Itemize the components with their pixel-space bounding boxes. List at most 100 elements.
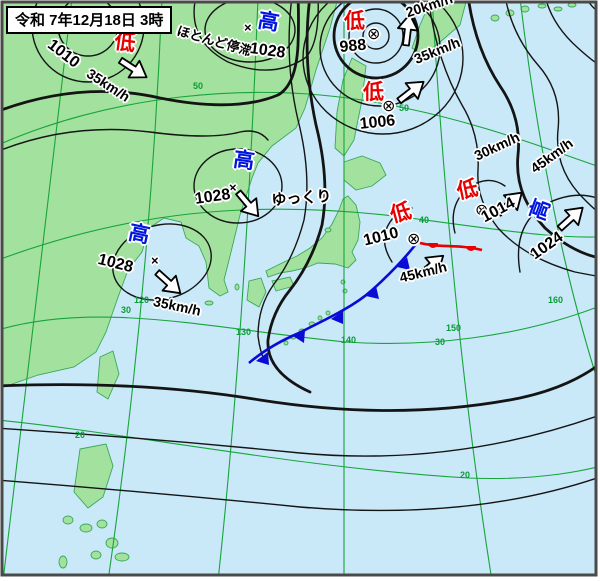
high-center-symbol: ×: [151, 253, 159, 268]
isobar: [2, 477, 596, 512]
low-center-symbol: ⊗: [367, 26, 381, 43]
low-kanji-label: 低: [454, 176, 481, 204]
warm-front-bump: [428, 243, 438, 248]
isobar: [257, 2, 308, 363]
isobars: [2, 2, 596, 512]
isobar: [545, 2, 596, 64]
isobar: [452, 179, 506, 234]
island: [90, 550, 102, 560]
meridian-160e: [519, 2, 596, 378]
isobar: [428, 2, 596, 277]
island: [324, 227, 332, 233]
meridian-120e: [108, 2, 163, 575]
motion-arrow-kuril-low: [396, 80, 425, 105]
date-label: 令和 7年12月18日 3時: [6, 6, 173, 34]
island: [537, 3, 547, 9]
high-kanji-label: 高: [231, 148, 256, 174]
isobar: [517, 194, 596, 273]
motion-arrow-ne-low: [495, 191, 523, 217]
island: [490, 14, 500, 22]
grid-label: 30: [121, 305, 132, 315]
fronts: [248, 241, 483, 365]
motion-arrow-nw-low: [118, 56, 148, 79]
motion-label: ゆっくり: [270, 187, 332, 209]
cold-front-teeth: [256, 257, 410, 365]
isobar: [362, 22, 390, 50]
grid-label: 20: [460, 470, 471, 480]
parallel-50n: [2, 91, 596, 167]
isobar: [383, 207, 413, 263]
island: [62, 515, 74, 525]
grid-label: 50: [193, 81, 204, 91]
cold-front-tooth: [397, 257, 410, 270]
isobar: [112, 223, 212, 301]
isobar: [467, 2, 596, 259]
low-center-symbol: ⊗: [475, 202, 489, 219]
motion-arrow-se-high: [556, 206, 584, 232]
isobar: [319, 2, 441, 107]
island: [325, 310, 331, 316]
island: [234, 283, 240, 291]
motion-arrow-okhotsk-low: [397, 13, 419, 47]
warm-front-line: [419, 241, 483, 252]
island: [114, 552, 130, 562]
island: [283, 340, 289, 346]
warm-front-bump: [466, 246, 476, 251]
low-center-symbol: ⊗: [407, 231, 421, 248]
low-kanji-label: 低: [344, 10, 365, 33]
low-center-symbol: ⊗: [382, 98, 396, 115]
meridian-150e: [431, 2, 492, 575]
isobar: [2, 365, 596, 412]
parallel-30n: [2, 306, 596, 344]
low-kanji-label: 低: [363, 81, 384, 104]
motion-arrow-west-high: [154, 269, 182, 295]
island: [317, 315, 323, 321]
grid-label: 120: [134, 295, 150, 305]
pressure-label: 988: [338, 36, 367, 56]
motion-arrow-east-low: [416, 254, 445, 279]
isobar: [302, 2, 464, 135]
isobar: [193, 148, 283, 224]
grid-label: 40: [419, 215, 430, 225]
grid-label: 30: [435, 337, 446, 347]
grid-label: 160: [548, 295, 564, 305]
island: [105, 537, 119, 549]
motion-arrow-central-high: [235, 189, 260, 218]
grid-label: 140: [341, 335, 357, 345]
high-kanji-label: 高: [256, 9, 281, 36]
isobar: [266, 2, 327, 394]
island: [553, 6, 563, 12]
isobar: [2, 415, 596, 457]
meridian-130e: [218, 2, 259, 575]
isobar: [204, 2, 296, 63]
island: [204, 300, 214, 306]
island: [79, 523, 93, 533]
high-center-symbol: ×: [229, 180, 237, 195]
grid-label: 150: [446, 323, 462, 333]
cold-front-tooth: [331, 311, 343, 324]
cold-front-tooth: [366, 286, 379, 299]
land-hokkaido: [343, 155, 387, 191]
high-center-symbol: ×: [244, 20, 252, 35]
parallel-20n: [2, 419, 596, 480]
cold-front-tooth: [293, 330, 305, 343]
isobar: [348, 8, 404, 64]
motion-arrows: [118, 13, 584, 295]
cold-front-tooth: [256, 352, 269, 365]
high-center-symbol: ×: [553, 230, 561, 245]
island: [567, 2, 577, 8]
high-kanji-label: 高: [126, 221, 152, 248]
isobar: [332, 2, 420, 80]
isobar: [2, 128, 269, 151]
low-kanji-label: 低: [112, 30, 137, 56]
island: [520, 5, 530, 13]
land-luzon: [73, 443, 114, 509]
island: [96, 519, 108, 529]
cold-front-line: [248, 243, 418, 364]
parallel-40n: [2, 208, 596, 260]
isobar: [505, 2, 596, 212]
